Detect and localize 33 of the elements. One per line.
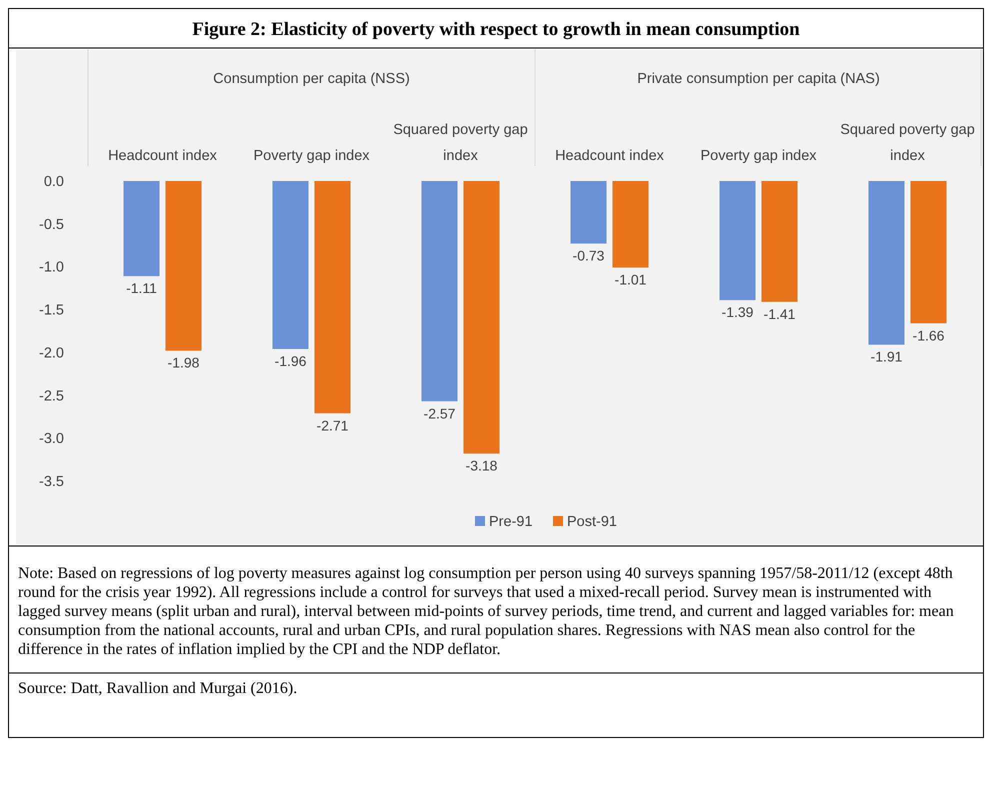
data-label: -1.96: [274, 353, 307, 369]
x-tick-label: Headcount index: [108, 148, 218, 164]
legend-label: Post-91: [567, 514, 617, 530]
data-label: -1.41: [764, 306, 796, 322]
y-tick-label: -3.0: [39, 431, 64, 448]
y-tick-label: -1.0: [39, 260, 64, 276]
legend-label: Pre-91: [489, 514, 533, 530]
data-label: -1.39: [722, 304, 754, 320]
x-tick-label: Headcount index: [555, 148, 665, 164]
y-tick-label: 0.0: [44, 174, 64, 190]
text: Private consumption per capita (NAS): [637, 71, 880, 87]
data-label: -1.01: [614, 272, 647, 288]
source-note: Source: Datt, Ravallion and Murgai (2016).: [18, 680, 298, 697]
y-tick-label: -2.0: [39, 345, 64, 362]
data-label: -2.57: [424, 405, 456, 422]
chart-title: Figure 2: Elasticity of poverty with respect to growth in mean consumption: [192, 19, 800, 40]
text: Note: Based on regressions of log poverty measures against log consumption per person using 40 surveys spanning 1957/58-2011/12 (except 48th round for the crisis year 1992). All regressions include a control for surveys that used a mixed-recall period. Survey mean is instrumented with lagged survey means (split urban and rural), interval between mid-points of survey periods, time trend, and current and lagged variables for: mean consumption from the national accounts, rural and urban CPIs, and rural population shares. Regressions with NAS mean also control for the difference in the rates of inflation implied by the CPI and the NDP deflator.: [18, 565, 954, 658]
x-tick-label: Poverty gap index: [700, 148, 818, 164]
data-label: -1.66: [912, 327, 945, 344]
text: Consumption per capita (NSS): [213, 71, 410, 87]
x-tick-label: Squared poverty gap index: [393, 122, 528, 164]
data-label: -1.98: [168, 354, 200, 371]
y-tick-label: -1.5: [39, 302, 64, 319]
data-label: -0.73: [572, 248, 605, 264]
data-label: -2.71: [316, 417, 349, 434]
x-tick-label: Poverty gap index: [253, 148, 370, 164]
y-tick-label: -0.5: [39, 216, 64, 233]
y-tick-label: -3.5: [39, 474, 64, 490]
data-label: -1.91: [870, 348, 903, 365]
x-tick-label: Squared poverty gap index: [840, 122, 975, 164]
data-label: -1.11: [126, 280, 158, 296]
y-tick-label: -2.5: [39, 388, 64, 404]
data-label: -3.18: [466, 458, 498, 474]
